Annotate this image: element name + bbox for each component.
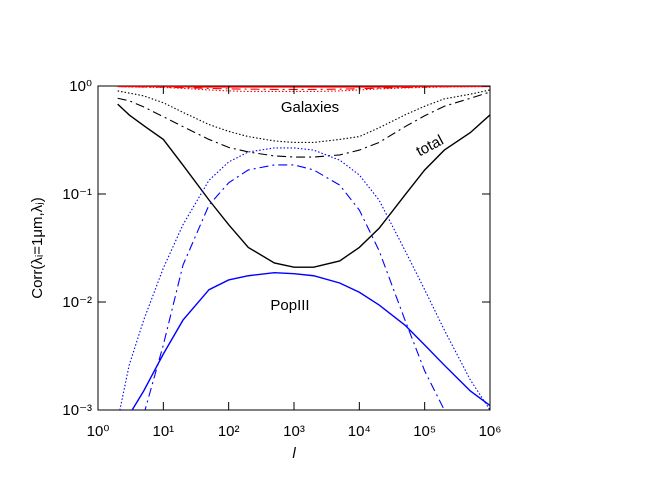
series-line	[118, 148, 490, 421]
y-tick-label: 10⁰	[69, 78, 92, 95]
x-tick-label: 10⁴	[348, 423, 371, 440]
y-tick-label: 10⁻²	[62, 294, 92, 311]
annotation: total	[413, 132, 446, 160]
y-tick-label: 10⁻³	[62, 402, 92, 419]
x-axis-label: l	[292, 445, 296, 462]
x-tick-label: 10²	[218, 423, 240, 440]
series-line	[118, 104, 490, 267]
y-tick-label: 10⁻¹	[62, 186, 92, 203]
x-tick-label: 10³	[283, 423, 305, 440]
x-tick-label: 10⁶	[479, 423, 502, 440]
x-tick-label: 10⁰	[87, 423, 110, 440]
x-tick-label: 10⁵	[413, 423, 436, 440]
y-axis-label: Corr(λᵢ=1μm,λⱼ)	[29, 197, 46, 299]
annotation: Galaxies	[281, 99, 339, 116]
series-line	[129, 273, 490, 415]
annotation: PopIII	[270, 297, 309, 314]
x-tick-label: 10¹	[152, 423, 174, 440]
